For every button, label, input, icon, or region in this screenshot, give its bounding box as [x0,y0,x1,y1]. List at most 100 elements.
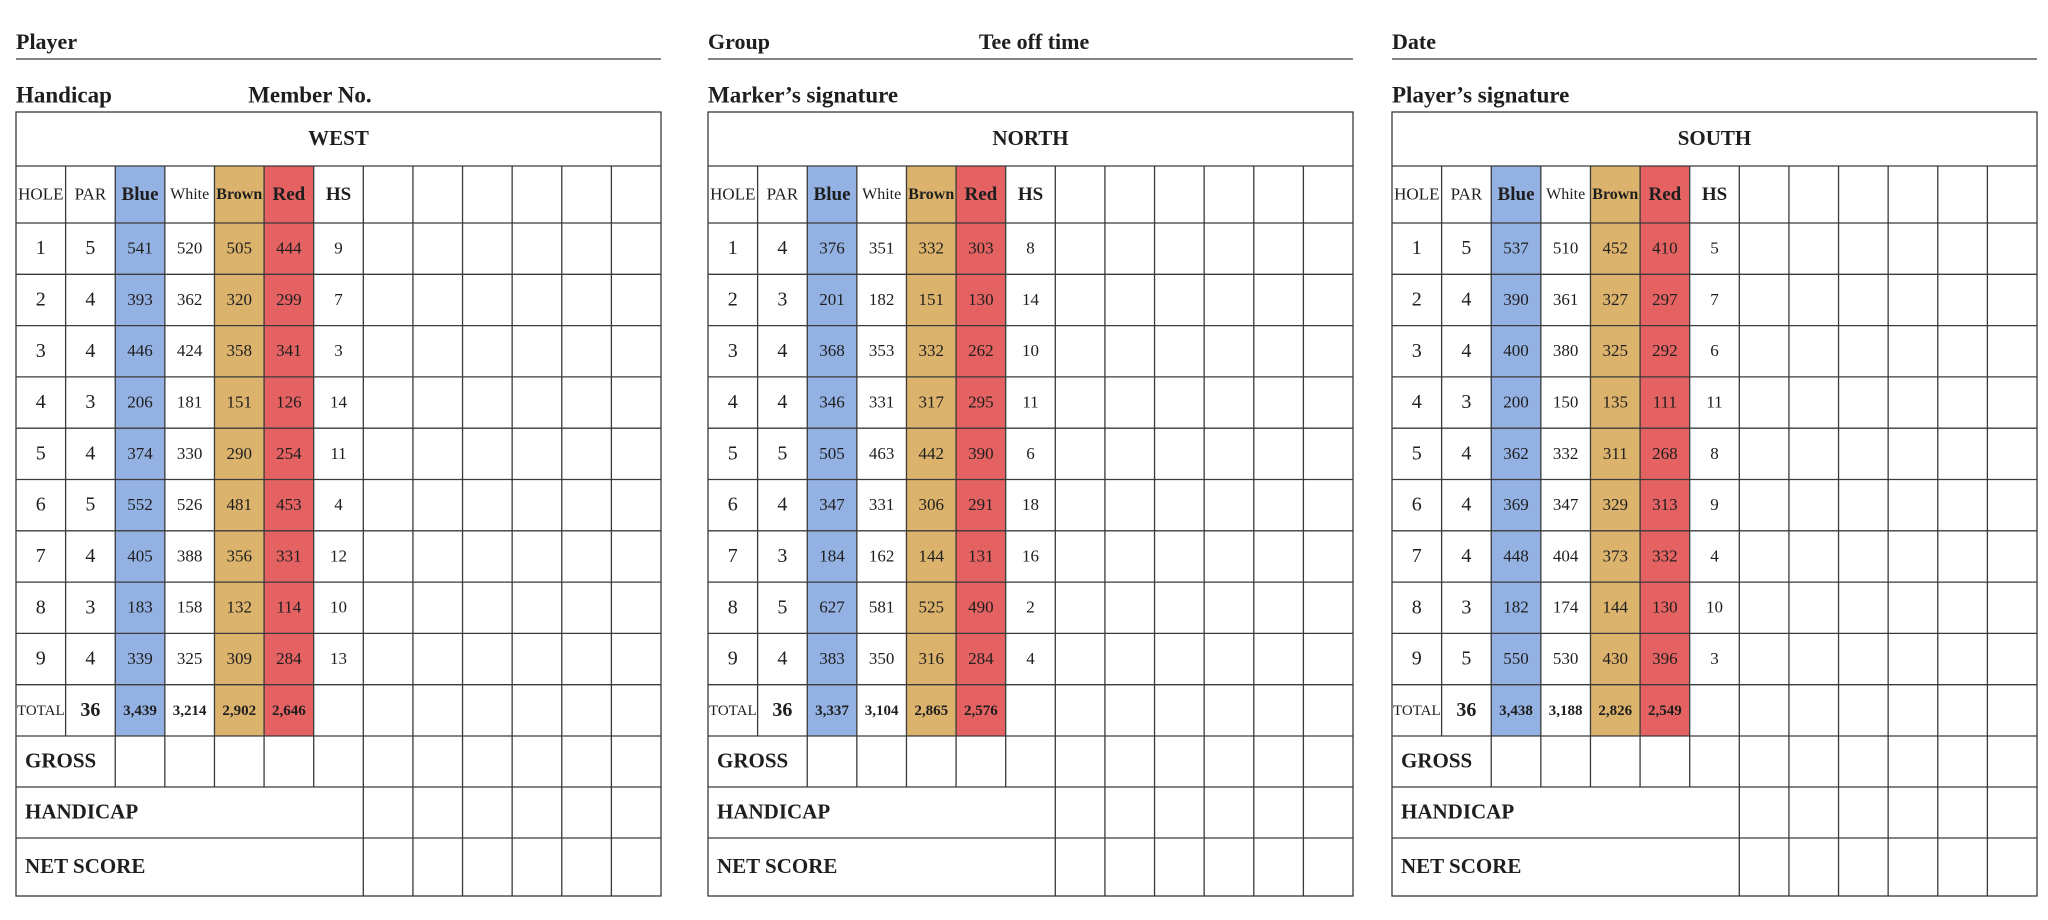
total-value: 2,576 [964,703,998,719]
cell-value: 4 [728,391,738,413]
cell-value: 8 [1412,596,1422,618]
field-label: Tee off time [979,29,1090,54]
cell-value: 380 [1553,341,1579,360]
cell-value: 3 [1710,649,1719,668]
cell-value: 347 [1553,495,1579,514]
cell-value: 8 [36,596,46,618]
cell-value: 254 [276,444,302,463]
cell-value: 510 [1553,239,1579,258]
cell-value: 7 [1710,290,1719,309]
cell-value: 5 [85,494,95,516]
field-label: Player’s signature [1392,82,1569,107]
cell-value: 144 [919,546,945,565]
cell-value: 490 [968,598,994,617]
cell-value: 369 [1503,495,1529,514]
cell-value: 4 [777,340,787,362]
cell-value: 1 [36,237,46,259]
cell-value: 316 [919,649,945,668]
cell-value: 520 [177,239,203,258]
cell-value: 126 [276,392,302,411]
cell-value: 353 [869,341,895,360]
cell-value: 390 [1503,290,1529,309]
cell-value: 2 [728,289,738,311]
cell-value: 5 [728,442,738,464]
cell-value: 6 [1710,341,1719,360]
cell-value: 325 [1603,341,1629,360]
cell-value: 627 [819,598,845,617]
cell-value: 114 [276,598,301,617]
cell-value: 7 [334,290,343,309]
cell-value: 7 [36,545,46,567]
column-header: Blue [814,184,851,205]
table-border [15,111,662,897]
total-value: 3,439 [123,703,157,719]
field-label: Player [16,29,77,54]
column-header: PAR [1451,184,1483,203]
cell-value: 444 [276,239,302,258]
cell-value: 8 [1026,239,1035,258]
cell-value: 4 [1461,545,1471,567]
cell-value: 291 [968,495,994,514]
cell-value: 182 [869,290,895,309]
cell-value: 206 [127,392,153,411]
cell-value: 4 [1412,391,1422,413]
cell-value: 5 [777,442,787,464]
cell-value: 182 [1503,598,1529,617]
tee-column [115,166,165,736]
course-title: NORTH [992,126,1068,150]
cell-value: 6 [728,494,738,516]
cell-value: 12 [330,546,347,565]
field-label: Date [1392,29,1436,54]
cell-value: 400 [1503,341,1529,360]
cell-value: 388 [177,546,203,565]
cell-value: 317 [919,392,945,411]
cell-value: 5 [85,237,95,259]
cell-value: 3 [1461,391,1471,413]
cell-value: 9 [36,648,46,670]
cell-value: 356 [227,546,253,565]
cell-value: 7 [1412,545,1422,567]
cell-value: 6 [1412,494,1422,516]
total-value: 2,865 [914,703,948,719]
cell-value: 14 [1022,290,1040,309]
cell-value: 200 [1503,392,1529,411]
total-value: 3,438 [1499,703,1533,719]
cell-value: 295 [968,392,994,411]
cell-value: 550 [1503,649,1529,668]
cell-value: 362 [1503,444,1529,463]
cell-value: 448 [1503,546,1529,565]
footer-label: GROSS [717,748,788,772]
cell-value: 3 [85,596,95,618]
column-header: Red [273,184,306,205]
cell-value: 4 [777,391,787,413]
cell-value: 292 [1652,341,1678,360]
cell-value: 537 [1503,239,1529,258]
column-header: HOLE [710,184,755,203]
cell-value: 9 [1710,495,1719,514]
course-title: WEST [308,126,369,150]
cell-value: 299 [276,290,302,309]
cell-value: 530 [1553,649,1579,668]
cell-value: 463 [869,444,895,463]
footer-label: NET SCORE [1401,854,1521,878]
total-value: 2,902 [222,703,256,719]
tee-column [807,166,857,736]
cell-value: 4 [777,237,787,259]
total-value: TOTAL [17,703,65,719]
cell-value: 3 [85,391,95,413]
footer-label: HANDICAP [25,799,138,823]
cell-value: 4 [1710,546,1719,565]
cell-value: 10 [1706,598,1723,617]
cell-value: 339 [127,649,153,668]
cell-value: 11 [330,444,346,463]
cell-value: 4 [36,391,46,413]
cell-value: 581 [869,598,895,617]
cell-value: 325 [177,649,203,668]
cell-value: 10 [330,598,347,617]
cell-value: 404 [1553,546,1579,565]
cell-value: 376 [819,239,845,258]
cell-value: 5 [36,442,46,464]
cell-value: 181 [177,392,203,411]
cell-value: 526 [177,495,203,514]
cell-value: 405 [127,546,153,565]
